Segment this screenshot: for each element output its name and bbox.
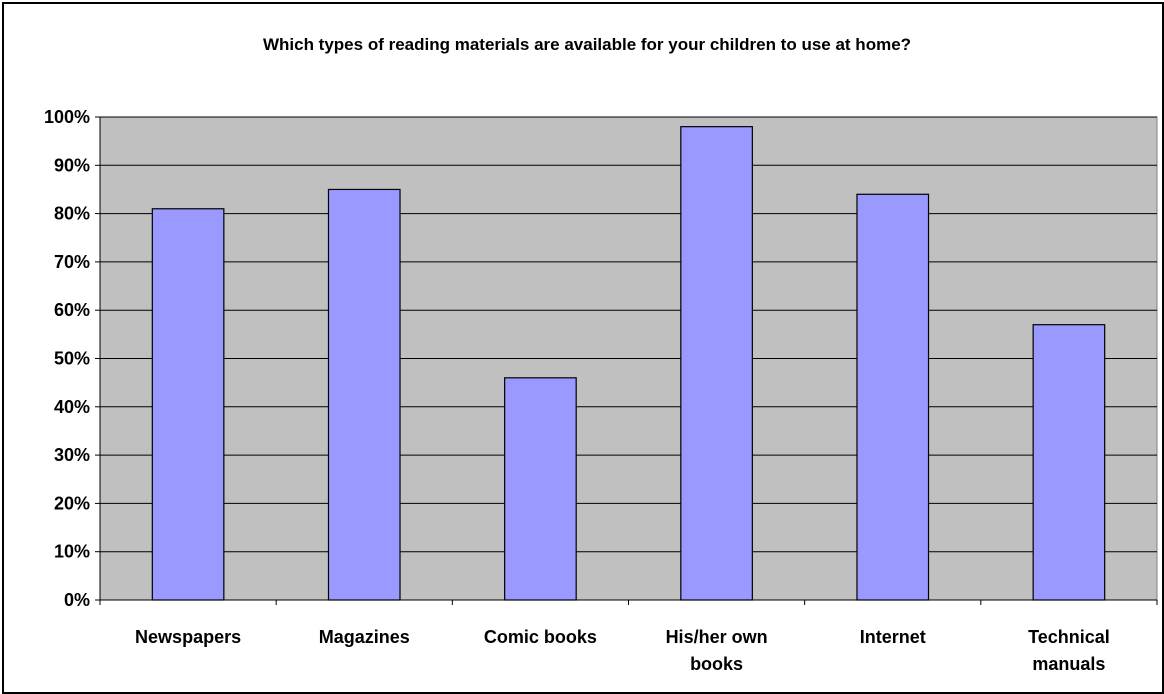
- bar: [504, 377, 577, 601]
- y-tick-label: 100%: [44, 107, 90, 127]
- y-tick-label: 60%: [54, 300, 90, 320]
- chart-title: Which types of reading materials are ava…: [263, 35, 911, 54]
- y-tick-label: 50%: [54, 349, 90, 369]
- bar: [1032, 324, 1106, 601]
- x-category-label: Technical: [1028, 627, 1110, 647]
- x-category-label: His/her own: [666, 627, 768, 647]
- y-tick-label: 40%: [54, 397, 90, 417]
- x-category-label: books: [690, 654, 743, 674]
- x-category-label: Internet: [860, 627, 926, 647]
- x-category-label: Comic books: [484, 627, 597, 647]
- y-tick-label: 0%: [64, 590, 90, 610]
- bar: [151, 208, 225, 601]
- y-tick-label: 10%: [54, 542, 90, 562]
- x-category-label: Newspapers: [135, 627, 241, 647]
- bar: [856, 193, 930, 601]
- y-tick-label: 30%: [54, 445, 90, 465]
- bar-chart: Which types of reading materials are ava…: [44, 35, 1158, 674]
- y-tick-label: 70%: [54, 252, 90, 272]
- y-tick-label: 20%: [54, 493, 90, 513]
- bar: [680, 126, 753, 601]
- y-tick-label: 80%: [54, 204, 90, 224]
- x-category-label: manuals: [1032, 654, 1105, 674]
- y-tick-label: 90%: [54, 155, 90, 175]
- x-category-label: Magazines: [319, 627, 410, 647]
- bar: [327, 188, 401, 601]
